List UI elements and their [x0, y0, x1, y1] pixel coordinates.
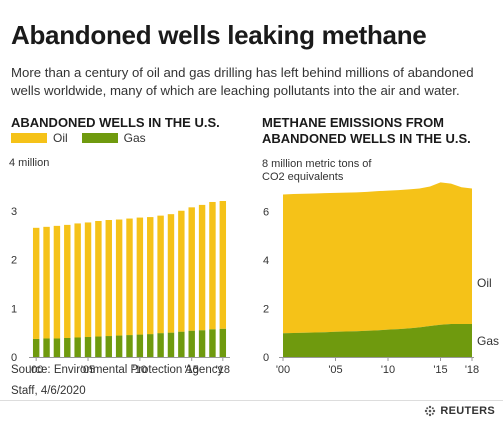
legend-oil-label: Oil [53, 131, 68, 145]
bar-gas-2018 [219, 328, 227, 357]
right-chart-title: METHANE EMISSIONS FROM ABANDONED WELLS I… [262, 115, 471, 146]
legend-gas-swatch [81, 133, 118, 143]
bar-gas-2013 [167, 332, 175, 357]
legend-oil: Oil [11, 131, 68, 145]
bar-gas-2002 [53, 338, 61, 357]
bar-oil-2010 [136, 217, 144, 335]
left-y-tick-3: 3 [11, 206, 17, 218]
right-x-tick-label-3: '15 [433, 364, 447, 376]
bar-oil-2014 [178, 210, 185, 332]
bar-oil-2011 [147, 217, 154, 335]
legend-oil-swatch [11, 133, 47, 143]
legend-gas: Gas [81, 131, 146, 145]
left-chart-legend: Oil Gas [11, 131, 160, 145]
right-chart-unit-label: 8 million metric tons of CO2 equivalents [262, 158, 372, 183]
reuters-logo-text: REUTERS [440, 405, 495, 417]
bar-oil-2015 [188, 207, 195, 331]
left-y-tick-2: 2 [11, 255, 17, 267]
right-y-tick-4: 4 [263, 255, 269, 267]
bar-oil-2017 [209, 201, 216, 330]
right-gas-label: Gas [477, 334, 499, 348]
bar-oil-2012 [157, 215, 164, 334]
bar-oil-2013 [167, 214, 175, 333]
right-x-tick-label-4: '18 [465, 364, 479, 376]
bar-gas-2012 [157, 333, 164, 357]
bar-oil-2004 [74, 223, 81, 338]
subtitle: More than a century of oil and gas drill… [11, 65, 474, 98]
bar-gas-2006 [95, 336, 102, 357]
bar-gas-2009 [126, 335, 133, 357]
left-chart-title: ABANDONED WELLS IN THE U.S. [11, 115, 220, 130]
bar-oil-2002 [53, 225, 61, 339]
bar-oil-2003 [64, 224, 71, 338]
left-x-tick-label-1: '05 [81, 364, 95, 376]
right-y-tick-0: 0 [263, 352, 269, 364]
bar-oil-2016 [198, 204, 206, 331]
bar-oil-2018 [219, 201, 227, 329]
bar-gas-2017 [209, 329, 216, 357]
bar-gas-2008 [115, 335, 123, 357]
reuters-dots-icon [425, 405, 436, 417]
bar-oil-2001 [43, 226, 50, 339]
bar-oil-2008 [115, 219, 123, 336]
page-title: Abandoned wells leaking methane [11, 20, 427, 50]
bar-gas-2010 [136, 334, 144, 357]
left-x-tick-label-2: '10 [133, 364, 147, 376]
left-x-tick-label-4: '18 [216, 364, 230, 376]
left-chart-unit-label: 4 million [9, 157, 50, 169]
left-x-tick-label-0: '00 [29, 364, 43, 376]
left-x-tick-label-3: '15 [185, 364, 199, 376]
area-oil [283, 182, 472, 334]
bar-gas-2003 [64, 337, 71, 357]
area-gas [283, 324, 472, 357]
left-y-tick-1: 1 [11, 303, 17, 315]
right-x-tick-label-2: '10 [381, 364, 395, 376]
bar-gas-2011 [147, 334, 154, 357]
right-y-tick-2: 2 [263, 304, 269, 316]
credit-note: Staff, 4/6/2020 [11, 385, 86, 397]
bar-gas-2005 [84, 337, 92, 357]
bar-oil-2007 [105, 220, 112, 337]
source-note: Source: Environmental Protection Agency [11, 364, 224, 376]
right-y-tick-6: 6 [263, 207, 269, 219]
reuters-logo: REUTERS [424, 405, 495, 417]
bar-gas-2007 [105, 336, 112, 357]
bar-gas-2004 [74, 337, 81, 357]
bar-gas-2001 [43, 338, 50, 357]
legend-gas-label: Gas [123, 131, 146, 145]
bar-oil-2000 [32, 227, 40, 339]
left-y-tick-0: 0 [11, 352, 17, 364]
right-oil-label: Oil [477, 276, 492, 290]
bar-gas-2014 [178, 331, 185, 357]
right-x-tick-label-1: '05 [328, 364, 342, 376]
bar-gas-2000 [32, 338, 40, 357]
bar-gas-2016 [198, 330, 206, 357]
bar-oil-2009 [126, 218, 133, 336]
bar-oil-2005 [84, 222, 92, 338]
bar-oil-2006 [95, 220, 102, 337]
bar-gas-2015 [188, 330, 195, 357]
right-x-tick-label-0: '00 [276, 364, 290, 376]
